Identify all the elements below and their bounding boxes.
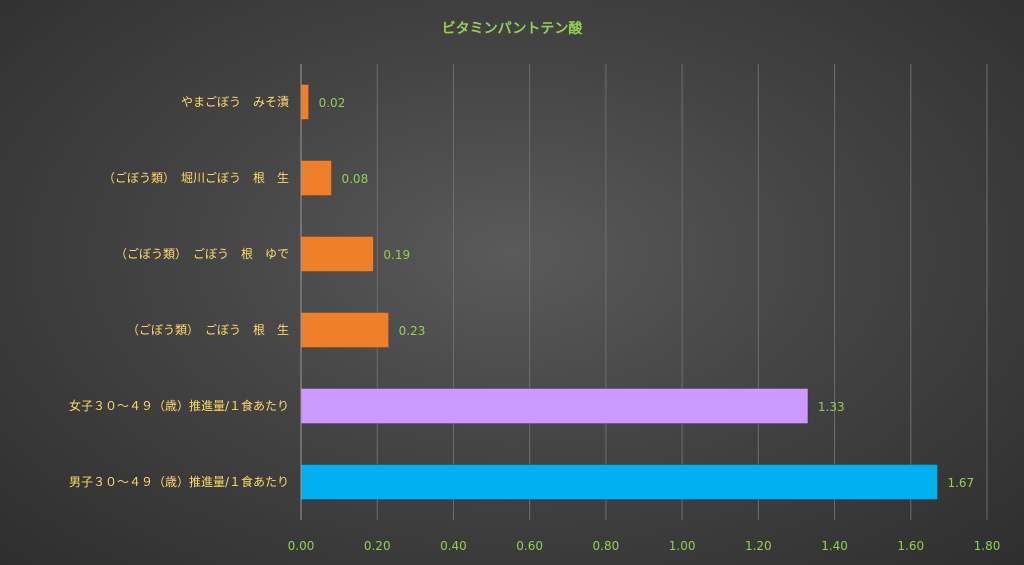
x-axis-tick-labels: 0.00 0.20 0.40 0.60 0.80 1.00 1.20 1.40 1.60 1.80 — [288, 539, 1001, 553]
x-tick-label: 1.40 — [821, 539, 848, 553]
x-tick-label: 1.00 — [669, 539, 696, 553]
bar — [300, 84, 309, 120]
x-tick-label: 1.20 — [745, 539, 772, 553]
data-label: 1.33 — [818, 400, 845, 414]
x-tick-label: 0.20 — [364, 539, 391, 553]
data-label: 0.02 — [319, 96, 346, 110]
data-label: 0.23 — [399, 324, 426, 338]
data-labels: 0.02 0.08 0.19 0.23 1.33 1.67 — [319, 96, 975, 490]
x-tick-label: 0.80 — [593, 539, 620, 553]
category-label: やまごぼう みそ漬 — [181, 94, 289, 109]
x-tick-label: 0.00 — [288, 539, 315, 553]
category-label: （ごぼう類） ごぼう 根 ゆで — [115, 246, 289, 261]
x-tick-label: 0.60 — [516, 539, 543, 553]
category-label: 男子３０～４９（歳）推進量/１食あたり — [69, 474, 289, 489]
data-label: 1.67 — [947, 476, 974, 490]
bar — [300, 312, 389, 348]
bar — [300, 464, 938, 500]
category-labels: やまごぼう みそ漬 （ごぼう類） 堀川ごぼう 根 生 （ごぼう類） ごぼう 根 ゆで… — [69, 94, 289, 489]
chart-title: ビタミンパントテン酸 — [442, 20, 584, 37]
category-label: （ごぼう類） 堀川ごぼう 根 生 — [103, 170, 289, 185]
data-label: 0.19 — [383, 248, 410, 262]
category-label: 女子３０～４９（歳）推進量/１食あたり — [69, 398, 289, 413]
bar — [300, 236, 374, 272]
x-tick-label: 1.60 — [897, 539, 924, 553]
category-label: （ごぼう類） ごぼう 根 生 — [127, 322, 289, 337]
bars — [300, 84, 938, 500]
data-label: 0.08 — [341, 172, 368, 186]
bar — [300, 388, 809, 424]
bar — [300, 160, 332, 196]
gridlines — [376, 64, 988, 520]
x-tick-label: 1.80 — [974, 539, 1001, 553]
x-tick-label: 0.40 — [440, 539, 467, 553]
